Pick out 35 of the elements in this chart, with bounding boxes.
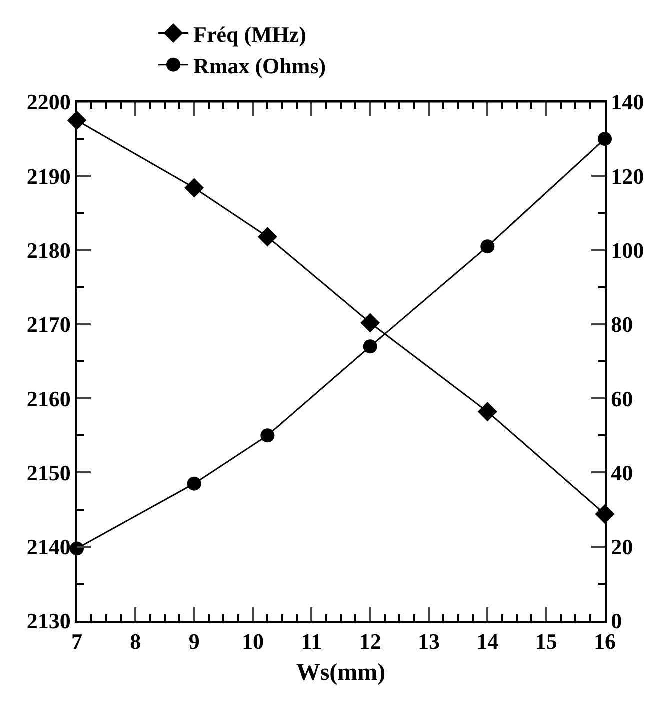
legend-label: Rmax (Ohms) xyxy=(194,53,326,78)
x-axis-title: Ws(mm) xyxy=(296,660,386,686)
legend-label: Fréq (MHz) xyxy=(194,22,306,47)
y2-tick-label: 100 xyxy=(611,238,644,263)
point xyxy=(360,313,380,333)
point xyxy=(184,178,204,198)
x-tick-label: 13 xyxy=(418,629,440,654)
point xyxy=(480,240,495,254)
y-tick-label: 2150 xyxy=(26,460,71,486)
y2-tick-label: 40 xyxy=(611,460,634,486)
x-tick-label: 8 xyxy=(130,629,142,654)
y2-tick-label: 140 xyxy=(611,90,644,115)
x-tick-label: 9 xyxy=(188,629,200,654)
y-tick-label: 2160 xyxy=(26,386,71,412)
y-tick-label: 2140 xyxy=(26,534,71,560)
point xyxy=(187,476,202,491)
y-tick-label: 2170 xyxy=(26,312,71,338)
y-tick-label: 2130 xyxy=(26,608,71,634)
y2-tick-label: 80 xyxy=(611,312,634,338)
x-tick-label: 12 xyxy=(359,629,382,654)
point xyxy=(478,402,498,422)
point xyxy=(260,428,275,443)
y2-tick-label: 20 xyxy=(611,534,634,560)
x-tick-label: 7 xyxy=(72,629,82,654)
y-tick-label: 2200 xyxy=(26,90,71,115)
x-tick-label: 14 xyxy=(476,629,499,654)
point xyxy=(363,340,378,354)
x-tick-label: 11 xyxy=(301,629,322,654)
y2-tick-label: 120 xyxy=(611,164,644,189)
y-tick-label: 2180 xyxy=(26,238,71,263)
y2-tick-label: 60 xyxy=(611,386,634,412)
x-tick-label: 15 xyxy=(535,629,558,654)
y-tick-label: 2190 xyxy=(26,164,71,189)
point xyxy=(258,227,278,247)
x-tick-label: 10 xyxy=(242,629,264,654)
